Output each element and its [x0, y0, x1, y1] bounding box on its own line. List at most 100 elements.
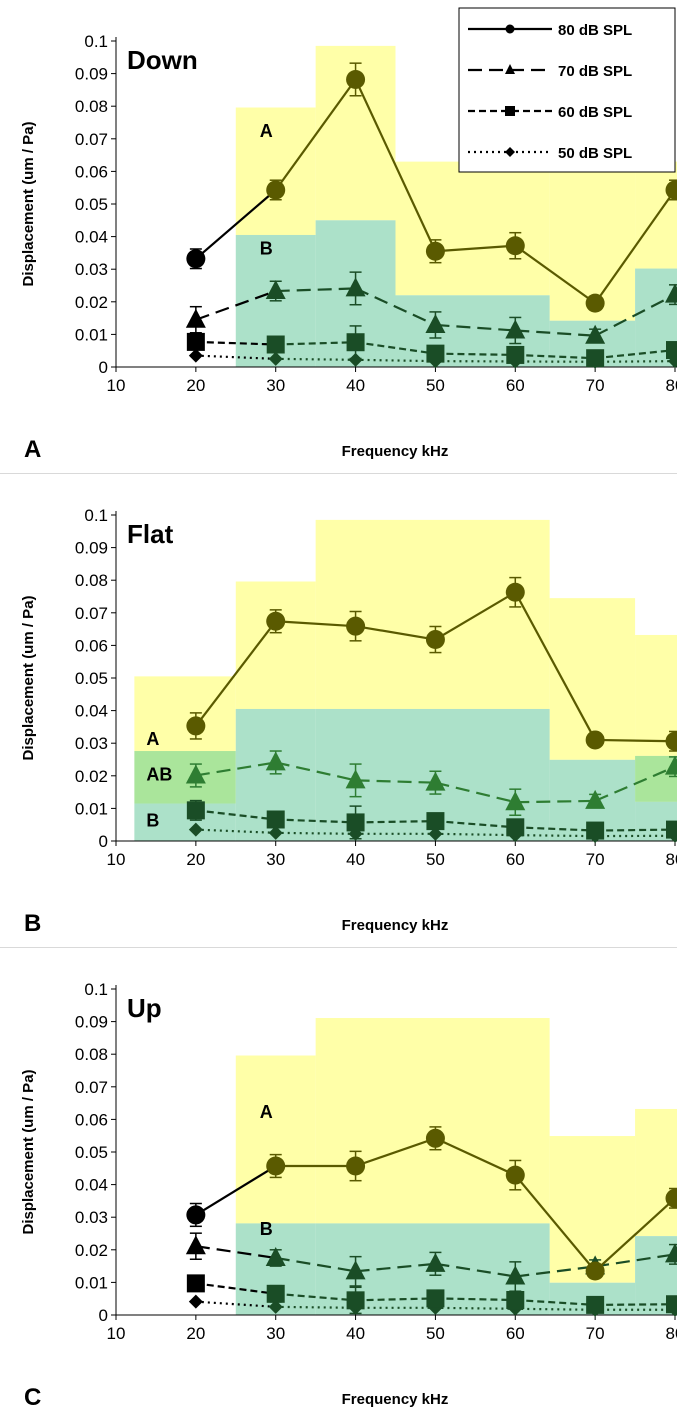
- y-tick-label: 0.04: [75, 702, 108, 721]
- data-point: [585, 293, 605, 313]
- series-line-segment: [355, 625, 436, 641]
- x-axis-label: Frequency kHz: [342, 917, 449, 934]
- data-point: [505, 1165, 525, 1185]
- x-tick-label: 50: [426, 1324, 445, 1343]
- data-point: [188, 1294, 203, 1309]
- data-point: [585, 789, 606, 809]
- data-point: [268, 351, 283, 366]
- data-point: [266, 1156, 286, 1176]
- x-tick-label: 10: [107, 850, 126, 869]
- series-line-segment: [514, 1174, 596, 1272]
- y-tick-label: 0: [99, 358, 108, 377]
- data-point: [665, 1188, 677, 1208]
- series-line-segment: [435, 352, 516, 357]
- data-point: [426, 1289, 445, 1308]
- series-line-segment: [275, 1256, 356, 1273]
- y-tick-label: 0.03: [75, 260, 108, 279]
- data-point: [505, 319, 526, 339]
- panel-letter: A: [24, 436, 42, 463]
- data-point: [186, 1205, 206, 1225]
- series-line-segment: [355, 1297, 436, 1302]
- series-line-segment: [195, 1245, 276, 1260]
- data-point: [266, 611, 286, 631]
- y-tick-label: 0.08: [75, 97, 108, 116]
- x-tick-label: 30: [266, 1324, 285, 1343]
- series-line-segment: [434, 591, 516, 641]
- y-tick-label: 0.01: [75, 325, 108, 344]
- series-line-segment: [515, 826, 596, 832]
- y-tick-label: 0.06: [75, 162, 108, 181]
- chart-panel-up: 0 0.01 0.02 0.03 0.04 0.05 0.06 0.07 0.08 0.09 0.1…: [0, 948, 677, 1418]
- series-line-segment: [355, 1137, 436, 1168]
- shaded-region: [235, 107, 316, 235]
- x-tick-label: 60: [506, 376, 525, 395]
- y-tick-label: 0.01: [75, 1273, 108, 1292]
- series-line-segment: [594, 765, 676, 802]
- shaded-region: [235, 581, 316, 709]
- series-line-segment: [195, 354, 276, 360]
- series-line-segment: [195, 761, 276, 777]
- x-tick-label: 80: [666, 850, 677, 869]
- y-tick-label: 0.1: [84, 980, 108, 999]
- data-point: [188, 822, 203, 837]
- data-point: [346, 813, 365, 832]
- data-point: [185, 308, 206, 328]
- legend: 80 dB SPL 70 dB SPL 60 dB SPL 50 dB SPL: [458, 7, 676, 173]
- y-tick-label: 0.06: [75, 1110, 108, 1129]
- y-tick-label: 0.1: [84, 32, 108, 51]
- data-point: [346, 333, 365, 352]
- shaded-region: [315, 1018, 396, 1224]
- data-point: [265, 280, 286, 300]
- significance-label: B: [146, 810, 159, 830]
- x-tick-label: 20: [186, 1324, 205, 1343]
- y-tick-label: 0.07: [75, 130, 108, 149]
- y-tick-label: 0.01: [75, 799, 108, 818]
- series-line-segment: [515, 329, 596, 337]
- series-line-segment: [195, 1165, 277, 1216]
- series-line-segment: [275, 357, 356, 361]
- data-point: [505, 791, 526, 811]
- data-point: [268, 825, 283, 840]
- series-line-segment: [435, 832, 516, 837]
- data-point: [185, 764, 206, 784]
- series-line-segment: [515, 1265, 596, 1278]
- y-tick-label: 0: [99, 1306, 108, 1325]
- y-axis-label: Displacement (um / Pa): [20, 121, 37, 286]
- data-point: [585, 324, 606, 344]
- chart-svg: 0 0.01 0.02 0.03 0.04 0.05 0.06 0.07 0.08 0.09 0.1…: [20, 7, 677, 460]
- series-line-segment: [275, 761, 356, 782]
- series-line-segment: [594, 1253, 676, 1268]
- panel-letter: C: [24, 1384, 42, 1411]
- series-line-segment: [435, 1262, 516, 1278]
- x-tick-label: 60: [506, 1324, 525, 1343]
- x-tick-label: 20: [186, 850, 205, 869]
- data-point: [186, 801, 205, 820]
- series-line-segment: [275, 341, 356, 346]
- series-line-segment: [595, 738, 676, 743]
- y-axis-label: Displacement (um / Pa): [20, 595, 37, 760]
- y-tick-label: 0.02: [75, 293, 108, 312]
- series-line-segment: [514, 244, 596, 304]
- y-tick-label: 0.09: [75, 65, 108, 84]
- data-point: [506, 818, 525, 837]
- x-tick-label: 30: [266, 376, 285, 395]
- series-70-db-spl: [185, 1232, 677, 1292]
- data-point: [665, 180, 677, 200]
- data-point: [345, 277, 366, 297]
- data-point: [665, 731, 677, 751]
- y-tick-label: 0.05: [75, 195, 108, 214]
- series-line-segment: [595, 360, 676, 363]
- x-tick-label: 80: [666, 1324, 677, 1343]
- series-line-segment: [435, 781, 516, 804]
- series-line-segment: [594, 1197, 676, 1272]
- x-tick-label: 70: [586, 376, 605, 395]
- data-point: [186, 249, 206, 269]
- legend-marker: [505, 24, 515, 34]
- series-line-segment: [355, 779, 436, 784]
- data-point: [586, 349, 605, 368]
- y-tick-label: 0.03: [75, 1208, 108, 1227]
- chart-panel-flat: 0 0.01 0.02 0.03 0.04 0.05 0.06 0.07 0.08 0.09 0.1…: [0, 474, 677, 944]
- chart-title: Flat: [127, 519, 174, 549]
- x-tick-label: 40: [346, 376, 365, 395]
- series-line-segment: [195, 340, 276, 346]
